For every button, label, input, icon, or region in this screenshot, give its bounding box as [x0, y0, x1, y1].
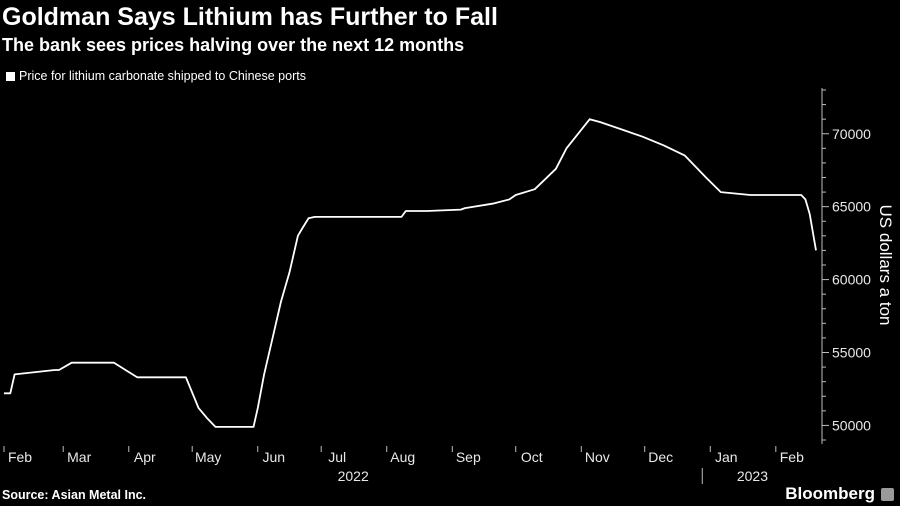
x-tick-label: Mar	[67, 449, 91, 465]
x-tick-label: Feb	[8, 449, 32, 465]
brand: Bloomberg	[785, 484, 894, 504]
y-tick-label: 65000	[832, 199, 871, 215]
y-tick-label: 50000	[832, 417, 871, 433]
brand-logo-text: Bloomberg	[785, 484, 875, 503]
legend-swatch	[6, 71, 15, 81]
x-tick-label: Jun	[262, 449, 285, 465]
y-tick-label: 55000	[832, 345, 871, 361]
source-note: Source: Asian Metal Inc.	[2, 488, 147, 502]
x-tick-label: Sep	[456, 449, 481, 465]
legend: Price for lithium carbonate shipped to C…	[6, 68, 306, 84]
y-axis-title: US dollars a ton	[876, 205, 895, 326]
x-tick-label: Nov	[585, 449, 610, 465]
x-tick-label: Oct	[521, 449, 543, 465]
y-tick-label: 70000	[832, 126, 871, 142]
x-tick-label: Aug	[390, 449, 415, 465]
y-tick-label: 60000	[832, 272, 871, 288]
x-tick-label: Jul	[328, 449, 346, 465]
series-line	[4, 118, 817, 428]
chart-subtitle: The bank sees prices halving over the ne…	[2, 35, 465, 55]
x-tick-label: Apr	[134, 449, 156, 465]
axes: 50000 55000 60000 65000 70000 US dollars a to…	[3, 88, 895, 484]
bloomberg-terminal-icon	[881, 487, 894, 501]
year-label: 2022	[338, 468, 369, 484]
x-tick-label: May	[195, 449, 221, 465]
x-tick-label: Jan	[715, 449, 738, 465]
x-tick-label: Dec	[648, 449, 673, 465]
data-marks	[4, 118, 817, 428]
legend-label: Price for lithium carbonate shipped to C…	[19, 69, 306, 83]
x-tick-label: Feb	[780, 449, 804, 465]
chart-title: Goldman Says Lithium has Further to Fall	[2, 3, 498, 31]
year-label: 2023	[737, 468, 768, 484]
